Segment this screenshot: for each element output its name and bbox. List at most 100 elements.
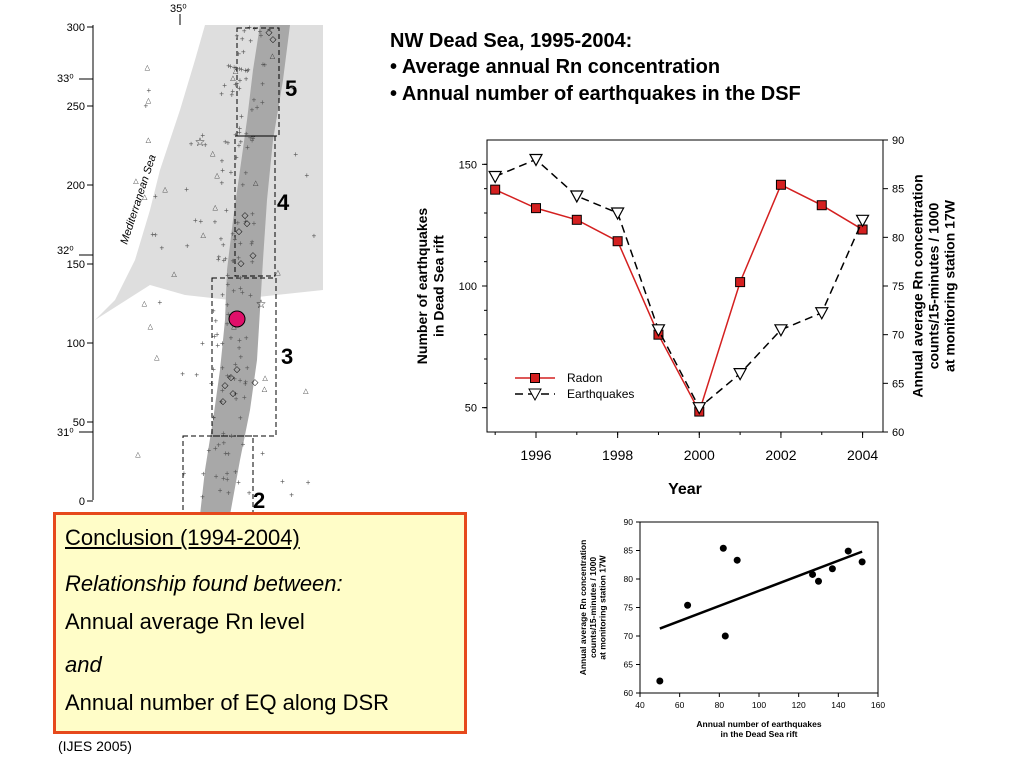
y-right-tick-label: 85	[892, 184, 904, 196]
epicenter-cross-icon: +	[226, 489, 231, 498]
conclusion-line-eq: Annual number of EQ along DSR	[65, 690, 390, 715]
scatter-x-axis-label-line: Annual number of earthquakes	[696, 719, 821, 729]
epicenter-cross-icon: +	[220, 166, 225, 175]
scatter-y-tick-label: 80	[624, 574, 634, 584]
radon-series-line	[494, 183, 863, 414]
epicenter-cross-icon: +	[213, 444, 218, 453]
epicenter-cross-icon: +	[150, 230, 155, 239]
epicenter-cross-icon: +	[244, 74, 249, 83]
epicenter-cross-icon: +	[232, 63, 237, 72]
epicenter-cross-icon: +	[234, 63, 239, 72]
epicenter-cross-icon: +	[189, 140, 194, 149]
epicenter-cross-icon: +	[221, 240, 226, 249]
epicenter-cross-icon: +	[237, 343, 242, 352]
epicenter-cross-icon: +	[248, 291, 253, 300]
epicenter-cross-icon: +	[280, 477, 285, 486]
y-left-tick-label: 50	[465, 403, 477, 415]
map-y-tick-label: 150	[67, 259, 85, 271]
epicenter-diamond-icon: ◇	[220, 396, 227, 406]
epicenter-cross-icon: +	[222, 439, 227, 448]
epicenter-cross-icon: +	[229, 91, 234, 100]
epicenter-triangle-icon: △	[210, 151, 216, 158]
longitude-label: 35⁰	[170, 3, 187, 15]
epicenter-cross-icon: +	[221, 474, 226, 483]
epicenter-diamond-icon: ◇	[250, 250, 257, 260]
epicenter-diamond-icon: ◇	[222, 380, 229, 390]
x-tick-label: 2004	[847, 447, 878, 463]
epicenter-cross-icon: +	[226, 310, 231, 319]
radon-point	[816, 200, 827, 211]
scatter-x-tick-label: 160	[871, 700, 885, 710]
epicenter-cross-icon: +	[225, 280, 230, 289]
earthquakes-point	[814, 307, 829, 321]
epicenter-cross-icon: +	[229, 431, 234, 440]
scatter-x-axis-label-line: in the Dead Sea rift	[721, 729, 798, 739]
epicenter-cross-icon: +	[225, 271, 230, 280]
epicenter-cross-icon: +	[223, 449, 228, 458]
epicenter-cross-icon: +	[234, 394, 239, 403]
conclusion-line-rn: Annual average Rn level	[65, 609, 305, 634]
epicenter-cross-icon: +	[260, 80, 265, 89]
conclusion-heading: Conclusion (1994-2004)	[65, 525, 300, 550]
radon-point	[530, 203, 541, 214]
epicenter-triangle-icon: △	[214, 173, 220, 180]
epicenter-cross-icon: +	[258, 27, 263, 36]
epicenter-cross-icon: +	[229, 334, 234, 343]
y-right-axis-label-line: Annual average Rn concentration	[909, 174, 925, 397]
epicenter-cross-icon: +	[234, 32, 239, 41]
epicenter-cross-icon: +	[238, 376, 243, 385]
y-right-tick-label: 70	[892, 330, 904, 342]
epicenter-cross-icon: +	[233, 235, 238, 244]
epicenter-cross-icon: +	[209, 379, 214, 388]
scatter-point	[733, 556, 741, 564]
epicenter-diamond-icon: ◇	[236, 226, 243, 236]
scatter-y-tick-label: 90	[624, 517, 634, 527]
y-left-axis-label: Number of earthquakesin Dead Sea rift	[414, 208, 446, 365]
epicenter-cross-icon: +	[220, 364, 225, 373]
earthquakes-point	[569, 190, 584, 204]
epicenter-cross-icon: +	[241, 440, 246, 449]
epicenter-cross-icon: +	[239, 112, 244, 121]
epicenter-triangle-icon: △	[253, 180, 259, 187]
time-series-chart: 1996 1998 2000 2002 2004 Year 50 100 150 Number o…	[414, 135, 957, 498]
epicenter-cross-icon: +	[251, 134, 256, 143]
epicenter-cross-icon: +	[262, 60, 267, 69]
slide-title: NW Dead Sea, 1995-2004:	[390, 30, 633, 52]
epicenter-diamond-icon: ◇	[242, 210, 249, 220]
epicenter-cross-icon: +	[243, 380, 248, 389]
y-right-tick-label: 80	[892, 232, 904, 244]
epicenter-cross-icon: +	[216, 255, 221, 264]
epicenter-cross-icon: +	[223, 254, 228, 263]
zone-label-4: 4	[277, 190, 290, 215]
legend-square-icon	[530, 373, 540, 383]
scatter-point	[684, 601, 692, 609]
epicenter-cross-icon: +	[244, 130, 249, 139]
epicenter-cross-icon: +	[238, 239, 243, 248]
y-right-tick-label: 60	[892, 427, 904, 439]
epicenter-diamond-icon: ◇	[230, 388, 237, 398]
epicenter-cross-icon: +	[233, 131, 238, 140]
bullet-earthquakes: • Annual number of earthquakes in the DS…	[390, 83, 801, 105]
scatter-frame	[639, 521, 879, 694]
radon-point	[735, 277, 746, 288]
earthquakes-point	[773, 324, 788, 338]
scatter-y-tick-label: 70	[624, 631, 634, 641]
zone-5-box	[236, 27, 280, 137]
epicenter-triangle-icon: △	[146, 137, 152, 144]
epicenter-cross-icon: +	[248, 133, 253, 142]
epicenter-cross-icon: +	[153, 230, 158, 239]
epicenter-cross-icon: +	[240, 181, 245, 190]
epicenter-triangle-icon: △	[154, 354, 160, 361]
y-right-axis-label: Annual average Rn concentrationcounts/15…	[909, 174, 957, 397]
epicenter-cross-icon: +	[238, 76, 243, 85]
epicenter-cross-icon: +	[230, 230, 235, 239]
epicenter-cross-icon: +	[230, 256, 235, 265]
epicenter-cross-icon: +	[158, 298, 163, 307]
epicenter-cross-icon: +	[226, 450, 231, 459]
zone-label-5: 5	[285, 76, 297, 101]
epicenter-cross-icon: +	[239, 138, 244, 147]
epicenter-cross-icon: +	[237, 84, 242, 93]
epicenter-diamond-icon: ◇	[228, 372, 235, 382]
bullet-rn-concentration: • Average annual Rn concentration	[390, 56, 721, 78]
epicenter-cross-icon: +	[234, 79, 239, 88]
